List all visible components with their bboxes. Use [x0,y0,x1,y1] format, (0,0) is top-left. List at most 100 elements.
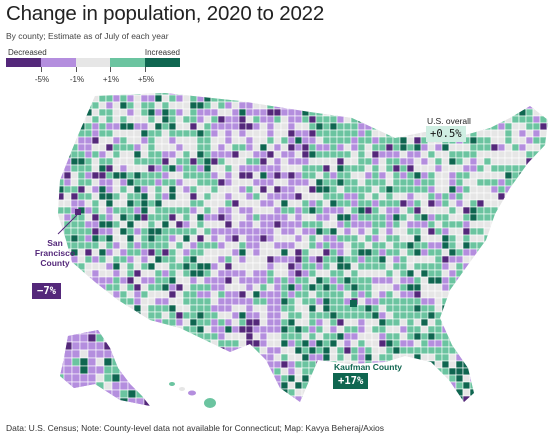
county-cell [378,171,387,180]
county-cell [231,381,240,390]
county-cell [406,178,415,187]
county-cell [546,262,548,271]
county-cell [399,332,408,341]
county-cell [329,325,338,334]
county-cell [392,178,401,187]
county-cell [441,381,450,390]
county-cell [322,157,331,166]
county-cell [476,101,485,110]
county-cell [91,290,100,299]
county-cell [463,403,470,410]
county-cell [168,129,177,138]
county-cell [196,192,205,201]
county-cell [399,150,408,159]
county-cell [322,374,331,383]
county-cell [175,332,184,341]
county-cell [336,290,345,299]
county-cell [238,262,247,271]
county-cell [469,353,478,362]
county-cell [532,325,541,334]
county-cell [483,339,492,348]
county-cell [63,297,72,306]
county-cell [329,192,338,201]
county-cell [322,353,331,362]
county-cell [259,311,268,320]
county-cell [161,346,170,355]
county-cell [378,199,387,208]
county-cell [315,129,324,138]
county-cell [308,248,317,257]
county-cell [287,388,296,397]
alaska-county-cell [60,381,65,391]
county-cell [343,255,352,264]
county-cell [462,325,471,334]
county-cell [371,108,380,117]
county-cell [238,164,247,173]
county-cell [133,262,142,271]
county-cell [378,395,387,402]
county-cell [420,346,429,355]
county-cell [546,311,548,320]
county-cell [406,234,415,243]
county-cell [168,374,177,383]
county-cell [406,325,415,334]
county-cell [420,311,429,320]
county-cell [217,227,226,236]
county-cell [84,192,93,201]
county-cell [50,340,57,347]
county-cell [287,157,296,166]
county-cell [455,262,464,271]
county-cell [154,269,163,278]
county-cell [539,332,548,341]
county-cell [133,290,142,299]
county-cell [252,325,261,334]
county-cell [525,283,534,292]
county-cell [119,360,128,369]
county-cell [105,332,114,341]
county-cell [287,206,296,215]
county-cell [231,353,240,362]
county-cell [238,325,247,334]
county-cell [84,318,93,327]
county-cell [133,143,142,152]
county-cell [224,185,233,194]
county-cell [399,297,408,306]
county-cell [448,199,457,208]
county-cell [203,199,212,208]
county-cell [455,108,464,117]
county-cell [273,108,282,117]
county-cell [497,178,506,187]
county-cell [427,395,436,402]
county-cell [420,192,429,201]
county-cell [518,185,527,194]
county-cell [504,388,513,397]
county-cell [273,262,282,271]
county-cell [504,101,513,110]
county-cell [203,381,212,390]
county-cell [525,276,534,285]
county-cell [315,213,324,222]
county-cell [259,353,268,362]
county-cell [413,311,422,320]
county-cell [554,228,560,235]
county-cell [378,381,387,390]
county-cell [98,157,107,166]
county-cell [183,403,190,410]
county-cell [133,108,142,117]
county-cell [455,325,464,334]
county-cell [252,395,261,402]
county-cell [343,108,352,117]
county-cell [343,93,352,96]
county-cell [385,185,394,194]
county-cell [497,374,506,383]
county-cell [196,248,205,257]
county-cell [63,93,72,96]
county-cell [532,129,541,138]
county-cell [295,403,302,410]
county-cell [343,220,352,229]
county-cell [175,199,184,208]
county-cell [476,248,485,257]
county-cell [357,129,366,138]
county-cell [427,192,436,201]
county-cell [511,367,520,376]
